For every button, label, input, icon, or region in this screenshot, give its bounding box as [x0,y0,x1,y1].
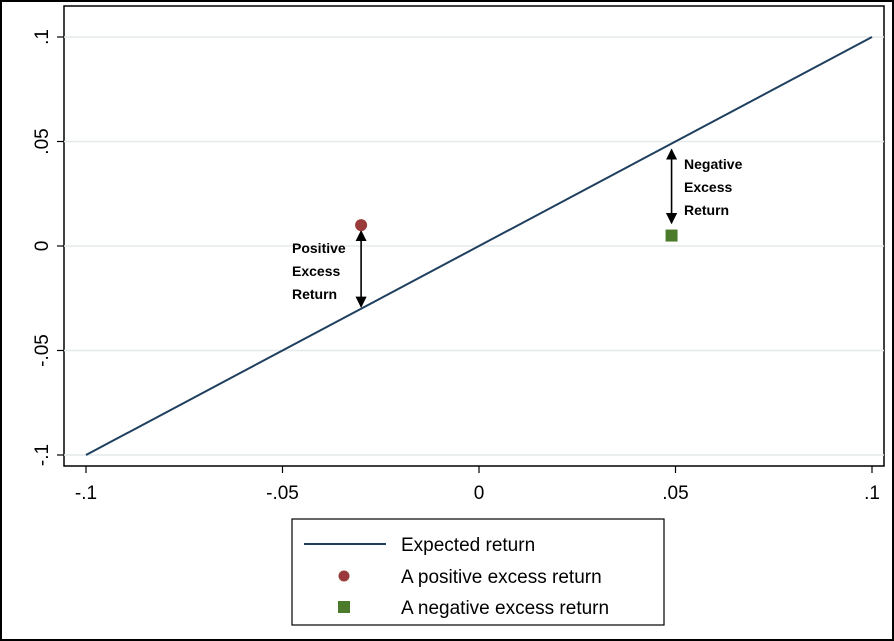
negative-excess-point [665,229,678,242]
annotation-text: Positive [292,240,346,256]
y-tick-label: .1 [32,29,53,45]
positive-excess-point [355,219,368,232]
y-tick-label: -.05 [32,334,53,367]
y-tick-label: -.1 [32,444,53,466]
x-tick-label: .05 [662,483,688,504]
y-tick-label: .05 [32,128,53,154]
plot-area [63,5,885,467]
x-tick-label: -.05 [266,483,299,504]
x-tick-label: 0 [474,483,485,504]
annotation-text: Return [292,286,337,302]
annotation-text: Return [684,202,729,218]
expected-return-line [85,36,873,456]
legend-circle-swatch [338,570,350,582]
x-tick-label: .1 [864,483,880,504]
x-tick-label: -.1 [75,483,97,504]
legend-label: Expected return [401,535,535,556]
annotation-text: Negative [684,156,743,172]
annotation-text: Excess [292,263,340,279]
legend-label: A negative excess return [401,598,609,619]
legend-box [291,518,665,626]
y-tick-label: 0 [32,241,53,252]
legend-label: A positive excess return [401,567,602,588]
legend-square-swatch [338,601,350,613]
annotation-text: Excess [684,179,732,195]
